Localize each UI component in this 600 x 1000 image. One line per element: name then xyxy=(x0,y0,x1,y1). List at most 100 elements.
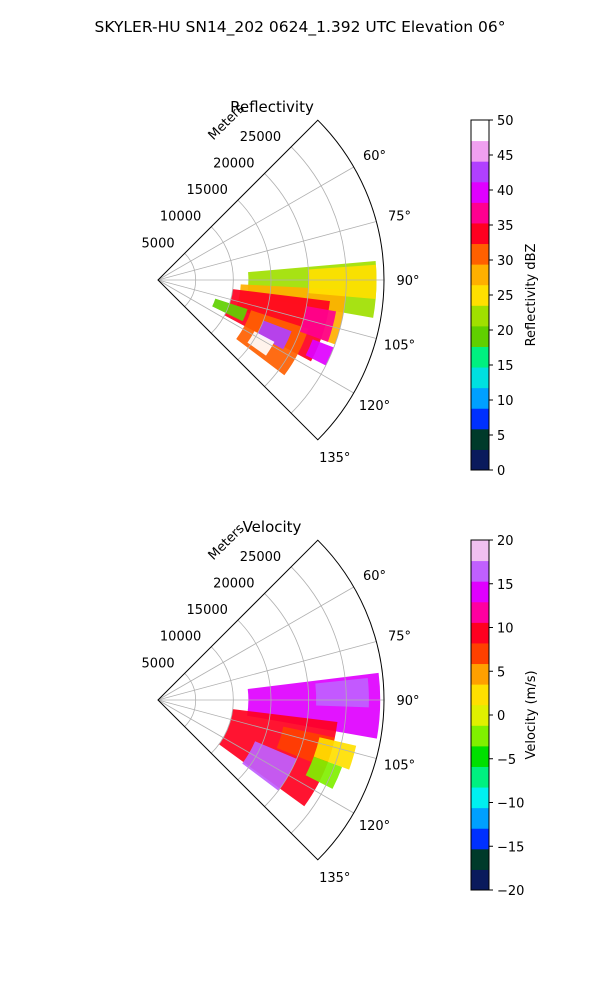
sector-frame xyxy=(157,539,385,861)
colorbar-swatch-0 xyxy=(471,449,489,471)
colorbar-swatch-13 xyxy=(471,181,489,203)
azimuth-spoke-3 xyxy=(157,279,377,339)
range-tick-label: 25000 xyxy=(240,550,281,565)
colorbar-swatch-10 xyxy=(471,663,489,685)
azimuth-tick-label: 75° xyxy=(388,209,411,224)
azimuth-tick-label: 60° xyxy=(363,569,386,584)
echo-region-5 xyxy=(247,331,275,356)
azimuth-tick-label: 105° xyxy=(384,339,415,354)
echo-region-4 xyxy=(313,737,357,770)
echo-region-4 xyxy=(256,320,292,350)
colorbar-swatch-12 xyxy=(471,622,489,644)
range-tick-label: 10000 xyxy=(160,630,201,645)
echo-region-7 xyxy=(308,264,377,300)
colorbar-swatch-16 xyxy=(471,120,489,142)
reflectivity-panel: Reflectivity500010000150002000025000Mete… xyxy=(142,98,539,479)
figure-title: SKYLER-HU SN14_202 0624_1.392 UTC Elevat… xyxy=(95,18,506,37)
colorbar-tick-label: 15 xyxy=(497,578,514,593)
range-tick-label: 15000 xyxy=(187,603,228,618)
colorbar-swatch-7 xyxy=(471,305,489,327)
azimuth-spoke-4 xyxy=(157,279,354,394)
colorbar-swatch-10 xyxy=(471,243,489,265)
colorbar-swatch-5 xyxy=(471,766,489,788)
range-tick-label: 5000 xyxy=(142,236,175,251)
colorbar-tick-label: 20 xyxy=(497,324,514,339)
colorbar-swatch-14 xyxy=(471,581,489,603)
colorbar-tick-label: −10 xyxy=(497,797,524,812)
echo-region-6 xyxy=(299,306,337,342)
colorbar-swatch-5 xyxy=(471,346,489,368)
azimuth-spoke-1 xyxy=(157,641,377,701)
panel-title: Velocity xyxy=(243,518,302,536)
colorbar-tick-label: 25 xyxy=(497,289,514,304)
colorbar-swatch-6 xyxy=(471,745,489,767)
colorbar-tick-label: 0 xyxy=(497,709,505,724)
colorbar-swatch-8 xyxy=(471,704,489,726)
azimuth-spoke-1 xyxy=(157,221,377,281)
colorbar-tick-label: 20 xyxy=(497,534,514,549)
colorbar-swatch-16 xyxy=(471,540,489,562)
echo-region-3 xyxy=(242,741,297,791)
colorbar-tick-label: 15 xyxy=(497,359,514,374)
azimuth-tick-label: 120° xyxy=(359,399,390,414)
range-tick-label: 10000 xyxy=(160,210,201,225)
echo-region-8 xyxy=(212,298,248,322)
echo-region-9 xyxy=(305,339,334,366)
colorbar-swatch-8 xyxy=(471,284,489,306)
azimuth-tick-label: 135° xyxy=(319,871,350,886)
colorbar-swatch-9 xyxy=(471,264,489,286)
colorbar-tick-label: 50 xyxy=(497,114,514,129)
colorbar-swatch-1 xyxy=(471,848,489,870)
azimuth-tick-label: 105° xyxy=(384,759,415,774)
colorbar-swatch-15 xyxy=(471,140,489,162)
azimuth-tick-label: 90° xyxy=(396,274,419,289)
azimuth-tick-label: 60° xyxy=(363,149,386,164)
colorbar-swatch-9 xyxy=(471,684,489,706)
colorbar-tick-label: 30 xyxy=(497,254,514,269)
colorbar-swatch-14 xyxy=(471,161,489,183)
colorbar-tick-label: 10 xyxy=(497,622,514,637)
range-tick-label: 25000 xyxy=(240,130,281,145)
range-tick-label: 20000 xyxy=(213,576,254,591)
colorbar-label: Velocity (m/s) xyxy=(524,670,539,759)
colorbar-tick-label: 40 xyxy=(497,184,514,199)
colorbar-swatch-4 xyxy=(471,367,489,389)
colorbar-tick-label: −20 xyxy=(497,884,524,899)
sector-frame xyxy=(157,119,385,441)
colorbar-swatch-6 xyxy=(471,325,489,347)
colorbar-tick-label: −15 xyxy=(497,840,524,855)
colorbar-tick-label: 45 xyxy=(497,149,514,164)
colorbar-swatch-2 xyxy=(471,408,489,430)
colorbar-swatch-15 xyxy=(471,560,489,582)
colorbar-swatch-4 xyxy=(471,787,489,809)
azimuth-tick-label: 75° xyxy=(388,629,411,644)
colorbar-swatch-1 xyxy=(471,428,489,450)
echo-region-5 xyxy=(305,756,343,789)
colorbar-tick-label: −5 xyxy=(497,753,516,768)
colorbar-swatch-11 xyxy=(471,222,489,245)
azimuth-tick-label: 90° xyxy=(396,694,419,709)
azimuth-spoke-0 xyxy=(157,586,354,701)
colorbar-swatch-11 xyxy=(471,642,489,665)
colorbar-swatch-12 xyxy=(471,202,489,224)
range-tick-label: 20000 xyxy=(213,156,254,171)
colorbar-swatch-3 xyxy=(471,387,489,409)
colorbar-tick-label: 10 xyxy=(497,394,514,409)
colorbar-tick-label: 5 xyxy=(497,665,505,680)
panel-title: Reflectivity xyxy=(230,98,314,116)
azimuth-tick-label: 120° xyxy=(359,819,390,834)
range-tick-label: 5000 xyxy=(142,656,175,671)
range-tick-label: 15000 xyxy=(187,183,228,198)
colorbar-swatch-13 xyxy=(471,601,489,623)
velocity-panel: Velocity500010000150002000025000Meters60… xyxy=(142,518,539,899)
colorbar-tick-label: 35 xyxy=(497,219,514,234)
colorbar-tick-label: 5 xyxy=(497,429,505,444)
colorbar-label: Reflectivity dBZ xyxy=(524,244,539,347)
colorbar-swatch-3 xyxy=(471,807,489,829)
azimuth-spoke-0 xyxy=(157,166,354,281)
azimuth-tick-label: 135° xyxy=(319,451,350,466)
colorbar-swatch-2 xyxy=(471,828,489,850)
azimuth-spoke-4 xyxy=(157,699,354,814)
azimuth-spoke-3 xyxy=(157,699,377,759)
